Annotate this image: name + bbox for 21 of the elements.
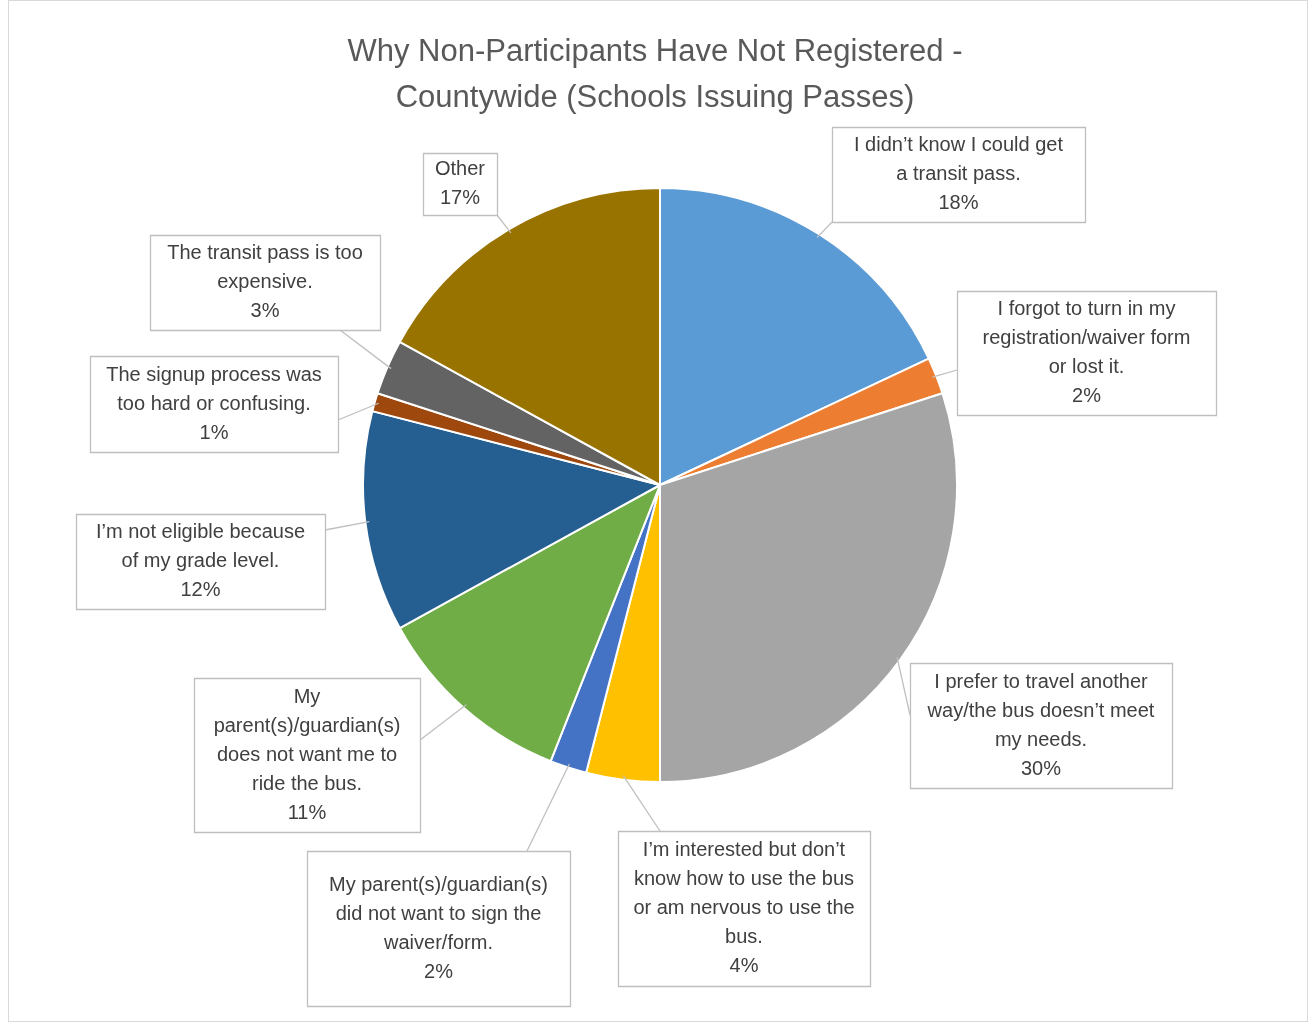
data-label: 2% [1072, 384, 1102, 407]
slice-label: The signup process was too hard or confusing. [106, 362, 322, 414]
data-label: 3% [250, 299, 280, 322]
data-label: 4% [729, 954, 759, 977]
data-label: 17% [439, 186, 481, 209]
slice-label: My parent(s)/guardian(s) does not want me to ride the bus. [213, 684, 401, 794]
slice-label: I forgot to turn in my registration/waiver form or lost it. [982, 297, 1191, 378]
data-label: 11% [287, 800, 327, 823]
slice-label: My parent(s)/guardian(s) did not want to sign the waiver/form. [329, 872, 548, 953]
data-label: 12% [180, 578, 221, 601]
slice-label: I prefer to travel another way/the bus doesn’t meet my needs. [926, 669, 1155, 750]
data-label: 1% [199, 420, 229, 443]
data-label: 30% [1020, 756, 1062, 779]
slice-label: The transit pass is too expensive. [167, 241, 363, 293]
slice-label: I didn’t know I could get a transit pass. [853, 133, 1064, 185]
slice-label: I’m interested but don’t know how to use the bus or am nervous to use the bus. [633, 838, 855, 948]
chart-title: Why Non-Participants Have Not Registered - Countywide (Schools Issuing Passes) [346, 32, 964, 116]
data-label: 18% [938, 191, 979, 214]
data-label: 2% [424, 959, 454, 982]
slice-label: Other [434, 157, 486, 180]
slice-label: I’m not eligible because of my grade level. [95, 520, 306, 572]
